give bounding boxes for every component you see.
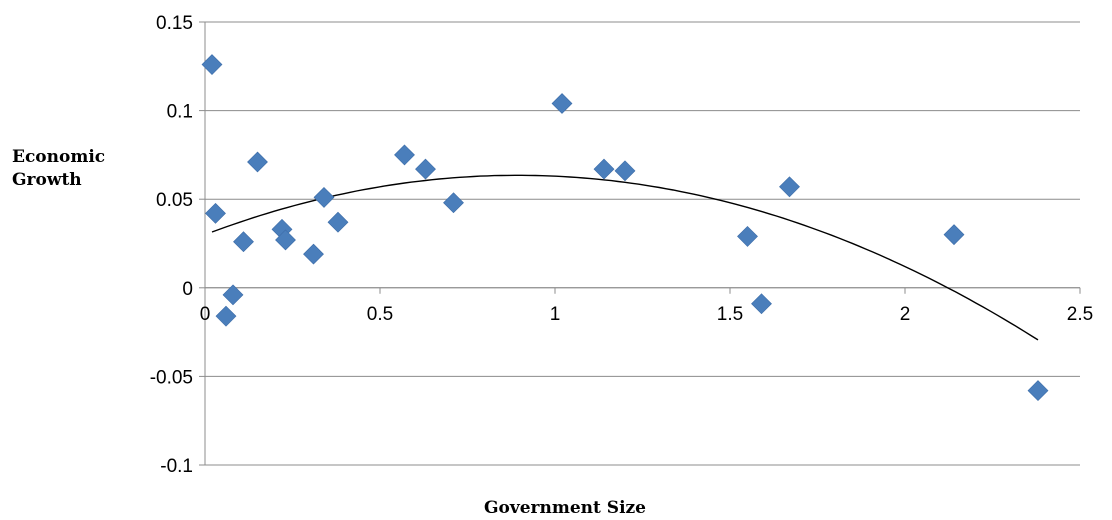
data-points [201, 54, 1049, 402]
axes [199, 21, 1081, 466]
data-point-0 [201, 54, 223, 75]
y-axis-label-line-2: Growth [12, 170, 82, 190]
data-point-17 [737, 225, 758, 247]
y-tick-label-5: 0.15 [156, 13, 193, 34]
data-point-21 [1027, 380, 1049, 402]
data-point-1 [205, 202, 226, 224]
x-axis-label: Government Size [484, 498, 646, 518]
data-point-20 [943, 224, 965, 246]
data-point-2 [215, 305, 237, 327]
x-tick-label-2: 1 [550, 304, 561, 325]
data-point-10 [327, 211, 349, 233]
data-point-7 [275, 229, 296, 251]
data-point-18 [751, 293, 772, 315]
data-point-4 [233, 231, 254, 253]
data-point-16 [614, 160, 636, 182]
y-tick-label-0: -0.1 [160, 456, 193, 477]
trendline [211, 174, 1039, 341]
y-tick-label-4: 0.1 [167, 102, 193, 123]
data-point-11 [394, 144, 415, 166]
y-tick-label-2: 0 [182, 279, 193, 300]
x-tick-label-4: 2 [900, 304, 911, 325]
data-point-9 [313, 187, 335, 208]
data-point-14 [551, 93, 573, 114]
trendline-group [211, 174, 1039, 341]
axis-titles: Economic Growth Government Size [12, 147, 646, 518]
data-point-8 [303, 243, 324, 265]
data-point-12 [415, 158, 436, 180]
data-point-19 [779, 176, 800, 198]
data-point-3 [222, 284, 244, 306]
x-tick-label-0: 0 [200, 304, 211, 325]
x-tick-label-1: 0.5 [367, 304, 393, 325]
y-tick-labels: -0.1 -0.05 0 0.05 0.1 0.15 [150, 13, 193, 477]
data-point-5 [247, 151, 268, 173]
y-tick-label-3: 0.05 [156, 190, 193, 211]
x-tick-label-3: 1.5 [717, 304, 743, 325]
x-tick-labels: 0 0.5 1 1.5 2 2.5 [200, 304, 1094, 325]
x-tick-label-5: 2.5 [1067, 304, 1093, 325]
data-point-13 [443, 192, 464, 214]
y-axis-label-line-1: Economic [12, 147, 105, 167]
y-tick-label-1: -0.05 [150, 367, 193, 388]
gridlines [205, 21, 1080, 466]
data-point-15 [593, 158, 615, 180]
